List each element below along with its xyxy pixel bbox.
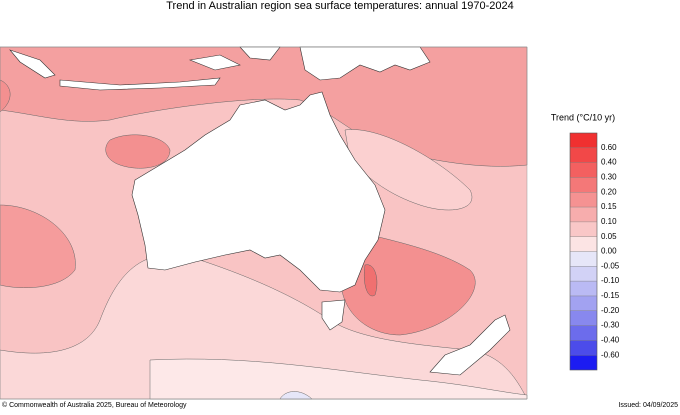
trend-region xyxy=(149,358,528,400)
trend-region xyxy=(105,134,171,169)
legend-label: -0.15 xyxy=(601,291,620,300)
legend-cell xyxy=(570,355,597,370)
land xyxy=(131,91,386,293)
legend-cell xyxy=(570,266,597,282)
legend-label: -0.60 xyxy=(601,350,620,359)
trend-region xyxy=(0,204,76,288)
legend-label: -0.10 xyxy=(601,276,620,285)
legend-label: 0.05 xyxy=(601,232,617,241)
legend-cell xyxy=(570,162,597,178)
trend-region xyxy=(0,46,528,167)
legend-label: -0.30 xyxy=(601,321,620,330)
legend-cell xyxy=(570,221,597,237)
trend-region xyxy=(340,229,476,336)
legend-label: 0.10 xyxy=(601,217,617,226)
legend-label: 0.60 xyxy=(601,143,617,152)
legend-label: -0.20 xyxy=(601,306,620,315)
issued: Issued: 04/09/2025 xyxy=(618,402,678,409)
credit: © Commonwealth of Australia 2025, Bureau… xyxy=(2,401,187,409)
land xyxy=(429,314,511,376)
land xyxy=(9,46,281,91)
title: Trend in Australian region sea surface t… xyxy=(166,0,514,12)
legend-cell xyxy=(570,207,597,222)
legend-cell xyxy=(570,281,597,296)
legend-label: 0.30 xyxy=(601,173,617,182)
legend-cell xyxy=(570,133,597,148)
land xyxy=(299,46,431,81)
legend-cell xyxy=(570,325,597,341)
legend-cell xyxy=(570,147,597,163)
legend-cell xyxy=(570,236,597,252)
legend-label: 0.40 xyxy=(601,158,617,167)
legend-bar: 0.60 0.40 0.30 0.20 0.15 0.10 0.05 0.00 -0.05 -0.… xyxy=(569,132,620,371)
legend-label: -0.05 xyxy=(601,261,620,270)
legend-cell xyxy=(570,192,597,208)
legend-cell xyxy=(570,251,597,267)
map xyxy=(0,46,528,400)
legend-label: 0.20 xyxy=(601,187,617,196)
legend-label: -0.40 xyxy=(601,335,620,344)
legend-cell xyxy=(570,340,597,356)
legend-title: Trend (°C/10 yr) xyxy=(551,112,615,122)
legend-label: 0.00 xyxy=(601,247,617,256)
legend: Trend (°C/10 yr) 0.60 0.40 0.30 0.20 0.15 0.1… xyxy=(551,112,620,371)
trend-region xyxy=(344,129,473,211)
legend-cell xyxy=(570,310,597,326)
legend-cell xyxy=(570,177,597,193)
map-frame xyxy=(0,46,528,400)
trend-region xyxy=(364,264,378,297)
legend-cell xyxy=(570,295,597,311)
land xyxy=(321,299,346,331)
legend-label: 0.15 xyxy=(601,202,617,211)
